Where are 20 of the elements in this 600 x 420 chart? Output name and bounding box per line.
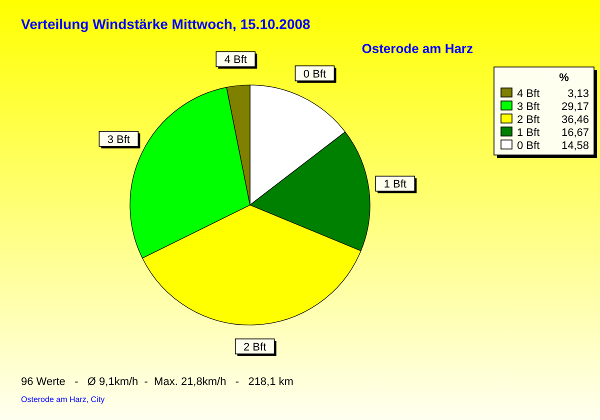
- chart-title: Verteilung Windstärke Mittwoch, 15.10.2008: [21, 16, 311, 32]
- slice-label: 4 Bft: [224, 54, 247, 66]
- chart-subtitle: Osterode am Harz: [362, 41, 474, 56]
- legend-label: 0 Bft: [517, 140, 540, 152]
- data-label: 29,17: [561, 101, 589, 113]
- legend-title: %: [559, 72, 570, 84]
- slice-label: 3 Bft: [107, 134, 130, 146]
- text: Osterode am Harz, City: [21, 395, 105, 404]
- legend-label: 3 Bft: [517, 101, 540, 113]
- slice-label: 2 Bft: [244, 341, 266, 354]
- data-label: 3,13: [568, 88, 589, 100]
- text: 96 Werte - Ø 9,1km/h - Max. 21,8km/h - 218,1 km: [21, 376, 294, 388]
- data-label: 36,46: [561, 114, 589, 126]
- legend-label: 4 Bft: [517, 88, 540, 100]
- legend-label: 1 Bft: [517, 127, 540, 139]
- slice-label: 1 Bft: [384, 178, 406, 191]
- data-label: 14,58: [561, 140, 589, 152]
- slice-label: 0 Bft: [303, 68, 326, 80]
- data-label: 16,67: [561, 127, 589, 139]
- legend-label: 2 Bft: [517, 114, 540, 126]
